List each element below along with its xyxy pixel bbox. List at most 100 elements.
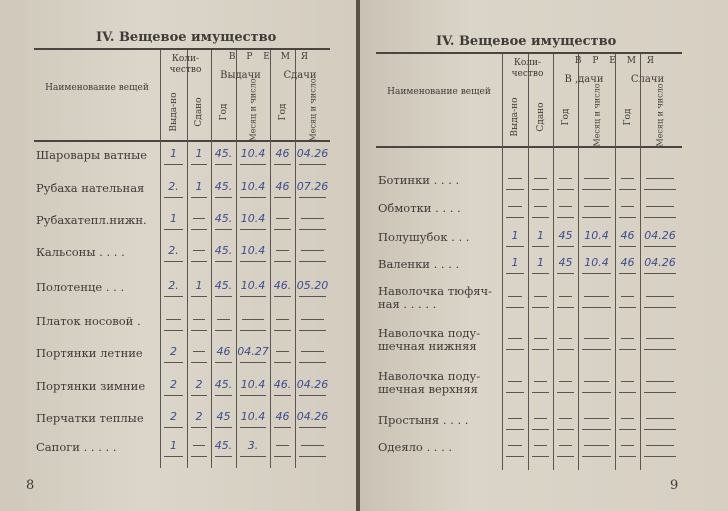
row-underline xyxy=(506,217,524,218)
column-header-time: В Р Е М Я xyxy=(228,52,313,62)
row-underline xyxy=(506,307,524,308)
column-header-quantity: Коли-чество xyxy=(169,54,202,75)
empty-cell-dash xyxy=(508,381,522,382)
empty-cell-dash xyxy=(301,351,324,352)
empty-cell-dash xyxy=(242,319,264,320)
cell-ry: 46. xyxy=(273,378,292,391)
empty-cell-dash xyxy=(166,319,181,320)
cell-issued: 2. xyxy=(168,244,179,257)
row-underline xyxy=(164,261,183,262)
row-underline xyxy=(299,197,326,198)
empty-cell-dash xyxy=(559,178,572,179)
empty-cell-dash xyxy=(559,206,572,207)
column-header-issue-monthday: Месяц и число xyxy=(592,83,601,147)
row-underline xyxy=(532,189,549,190)
empty-cell-dash xyxy=(508,445,522,446)
cell-issued: 1 xyxy=(511,256,519,269)
header-rule xyxy=(376,146,682,148)
row-underline xyxy=(299,456,326,457)
empty-cell-dash xyxy=(276,351,289,352)
row-underline xyxy=(191,427,207,428)
cell-issued: 1 xyxy=(170,439,177,452)
item-name: Платок носовой . xyxy=(36,314,141,328)
cell-imd: 04.27 xyxy=(237,345,269,358)
row-underline xyxy=(240,261,266,262)
row-underline xyxy=(582,429,611,430)
row-underline xyxy=(274,456,291,457)
row-underline xyxy=(274,395,291,396)
empty-cell-dash xyxy=(584,418,609,419)
row-underline xyxy=(619,273,636,274)
row-underline xyxy=(619,429,636,430)
empty-cell-dash xyxy=(646,418,674,419)
row-underline xyxy=(240,330,266,331)
column-header-return-monthday: Месяц и число xyxy=(655,83,665,147)
row-underline xyxy=(215,296,232,297)
row-underline xyxy=(557,217,574,218)
cell-iy: 45. xyxy=(214,279,233,292)
column-divider xyxy=(160,50,161,468)
empty-cell-dash xyxy=(276,319,289,320)
item-name: Валенки . . . . xyxy=(378,257,460,271)
empty-cell-dash xyxy=(646,381,674,382)
column-header-time: В Р Е М Я xyxy=(574,56,659,66)
cell-rmd: 04.26 xyxy=(644,229,676,242)
item-name: Ботинки . . . . xyxy=(378,173,460,187)
row-underline xyxy=(191,197,207,198)
column-divider xyxy=(578,54,579,470)
row-underline xyxy=(274,261,291,262)
cell-issued: 2 xyxy=(170,378,177,391)
column-header-returned: Сдано xyxy=(535,102,546,132)
row-underline xyxy=(532,246,549,247)
empty-cell-dash xyxy=(534,178,547,179)
empty-cell-dash xyxy=(584,296,609,297)
row-underline xyxy=(274,229,291,230)
row-underline xyxy=(191,456,207,457)
empty-cell-dash xyxy=(508,338,522,339)
row-underline xyxy=(644,456,676,457)
cell-imd: 10.4 xyxy=(240,180,266,193)
empty-cell-dash xyxy=(559,338,572,339)
row-underline xyxy=(191,296,207,297)
row-underline xyxy=(274,197,291,198)
row-underline xyxy=(215,456,232,457)
row-underline xyxy=(557,456,574,457)
row-underline xyxy=(299,362,326,363)
row-underline xyxy=(532,392,549,393)
column-divider xyxy=(528,54,529,470)
cell-issued: 2. xyxy=(168,279,179,292)
cell-imd: 10.4 xyxy=(240,279,266,292)
empty-cell-dash xyxy=(301,250,324,251)
cell-returned: 1 xyxy=(537,256,544,269)
item-name: Наволочка поду- шечная верхняя xyxy=(378,369,481,396)
empty-cell-dash xyxy=(621,338,634,339)
row-underline xyxy=(644,246,676,247)
row-underline xyxy=(240,164,266,165)
row-underline xyxy=(532,217,549,218)
row-underline xyxy=(240,296,266,297)
row-underline xyxy=(215,229,232,230)
cell-iy: 45 xyxy=(558,256,573,269)
cell-returned: 1 xyxy=(195,279,203,292)
row-underline xyxy=(557,189,574,190)
row-underline xyxy=(215,197,232,198)
column-divider xyxy=(211,50,212,468)
empty-cell-dash xyxy=(584,381,609,382)
row-underline xyxy=(215,164,232,165)
empty-cell-dash xyxy=(621,418,634,419)
cell-returned: 1 xyxy=(537,229,544,242)
item-name: Наволочка поду- шечная нижняя xyxy=(378,326,481,353)
cell-ry: 46 xyxy=(275,410,290,423)
row-underline xyxy=(164,197,183,198)
column-divider xyxy=(615,54,616,470)
empty-cell-dash xyxy=(646,338,674,339)
empty-cell-dash xyxy=(534,338,547,339)
cell-issued: 1 xyxy=(511,229,519,242)
column-header-return-monthday: Месяц и число xyxy=(308,78,317,142)
row-underline xyxy=(299,330,326,331)
empty-cell-dash xyxy=(559,445,572,446)
row-underline xyxy=(532,429,549,430)
cell-imd: 10.4 xyxy=(584,229,609,242)
cell-returned: 2 xyxy=(195,378,203,391)
empty-cell-dash xyxy=(584,338,609,339)
